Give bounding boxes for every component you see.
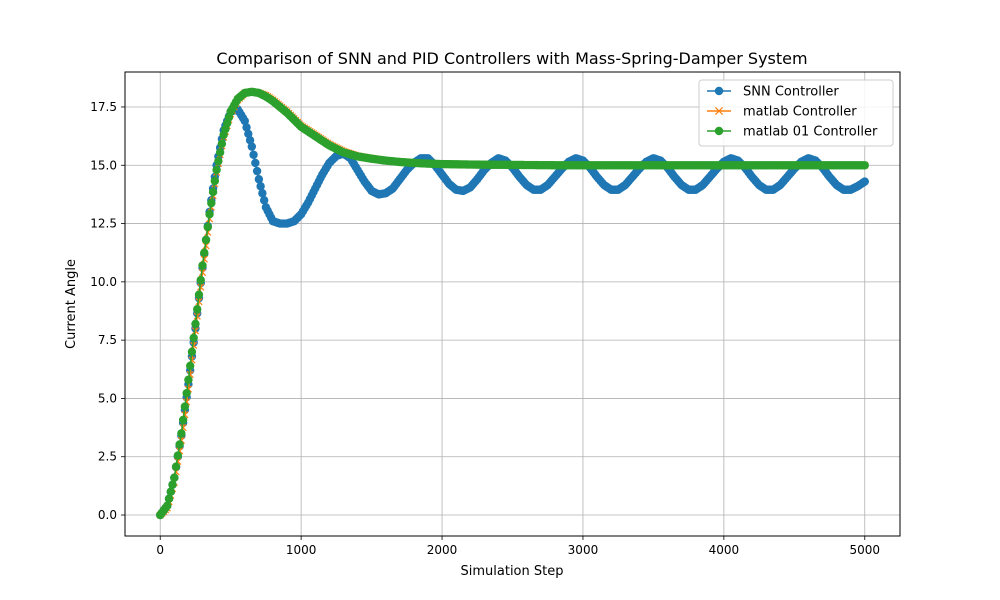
- grid: [125, 72, 900, 536]
- legend-label: SNN Controller: [743, 85, 839, 100]
- y-tick-label: 12.5: [90, 217, 117, 231]
- data-point: [254, 175, 264, 184]
- data-point: [191, 319, 200, 329]
- y-axis-label: Current Angle: [64, 259, 79, 349]
- data-point: [196, 275, 205, 285]
- legend-item: matlab Controller: [707, 105, 857, 120]
- legend-marker: [714, 106, 724, 116]
- data-point: [194, 290, 204, 299]
- data-point: [249, 150, 258, 159]
- y-tick-label: 5.0: [98, 391, 117, 405]
- x-tick-label: 4000: [709, 543, 740, 557]
- data-point: [201, 235, 211, 245]
- data-point: [252, 166, 262, 176]
- data-point: [251, 158, 260, 168]
- ticks: 0 1000 2000 3000 4000 5000 0.0 2.5 5.0 7.5 10.0 12.…: [90, 100, 880, 557]
- plot-frame: [124, 71, 901, 537]
- data-point: [191, 327, 200, 335]
- data-point: [185, 361, 195, 370]
- data-point: [208, 187, 218, 197]
- x-tick-label: 5000: [849, 543, 880, 557]
- legend: SNN Controller matlab Controller matlab 01…: [698, 79, 894, 147]
- data-point: [214, 156, 223, 166]
- legend-item: matlab 01 Controller: [707, 125, 878, 140]
- data-point: [184, 375, 193, 384]
- legend-label: matlab 01 Controller: [743, 125, 878, 140]
- series-3: [156, 87, 869, 520]
- data-point: [258, 189, 267, 198]
- legend-marker: [714, 86, 724, 96]
- data-point: [215, 148, 225, 157]
- data-point: [207, 198, 216, 208]
- data-point: [178, 415, 188, 425]
- data-point: [193, 312, 201, 320]
- data-point: [244, 129, 253, 138]
- data-point: [860, 177, 869, 186]
- data-point: [860, 161, 869, 170]
- y-tick-label: 17.5: [90, 100, 117, 114]
- data-point: [256, 182, 265, 191]
- data-point: [242, 123, 251, 132]
- legend-marker: [714, 126, 724, 136]
- chart-title: Comparison of SNN and PID Controllers wi…: [216, 49, 807, 68]
- data-point: [247, 142, 257, 151]
- data-point: [180, 402, 190, 411]
- data-point: [168, 480, 177, 489]
- data-point: [217, 139, 227, 148]
- data-point: [190, 341, 198, 350]
- data-point: [240, 116, 249, 126]
- y-tick-label: 15.0: [90, 158, 117, 172]
- data-point: [200, 248, 209, 257]
- data-point: [212, 165, 221, 175]
- data-point: [170, 473, 179, 482]
- data-point: [195, 298, 203, 306]
- data-point: [198, 261, 207, 270]
- data-point: [198, 268, 207, 277]
- data-point: [193, 305, 202, 314]
- data-point: [173, 451, 183, 460]
- data-point: [197, 283, 205, 291]
- data-point: [164, 494, 174, 503]
- series-layer: [156, 87, 869, 520]
- data-point: [205, 210, 214, 219]
- data-point: [182, 388, 191, 398]
- data-point: [166, 487, 175, 496]
- data-point: [259, 196, 269, 205]
- data-point: [203, 222, 212, 232]
- data-point: [187, 347, 197, 356]
- y-tick-label: 7.5: [98, 333, 117, 347]
- x-axis-label: Simulation Step: [461, 564, 564, 579]
- data-point: [245, 136, 255, 145]
- y-tick-label: 2.5: [98, 450, 117, 464]
- y-tick-label: 0.0: [98, 508, 117, 522]
- legend-item: SNN Controller: [707, 85, 839, 100]
- legend-label: matlab Controller: [743, 105, 857, 120]
- data-point: [200, 255, 208, 263]
- legend-box: [698, 79, 894, 147]
- data-point: [171, 462, 181, 471]
- x-tick-label: 1000: [286, 543, 317, 557]
- data-point: [163, 501, 172, 510]
- y-tick-label: 10.0: [90, 275, 117, 289]
- data-point: [177, 429, 186, 438]
- x-tick-label: 3000: [568, 543, 599, 557]
- x-tick-label: 2000: [427, 543, 458, 557]
- data-point: [189, 333, 198, 343]
- x-tick-label: 0: [156, 543, 164, 557]
- data-point: [175, 440, 184, 449]
- data-point: [210, 176, 220, 186]
